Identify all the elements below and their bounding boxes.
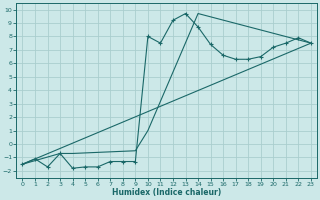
X-axis label: Humidex (Indice chaleur): Humidex (Indice chaleur) xyxy=(112,188,221,197)
